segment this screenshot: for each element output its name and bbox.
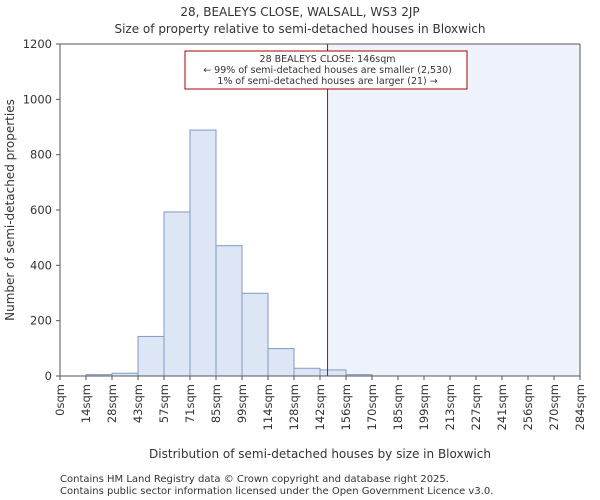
bar-142sqm xyxy=(319,369,347,377)
x-tick-label: 170sqm xyxy=(365,384,379,430)
x-tick-label: 0sqm xyxy=(53,384,67,416)
x-ticks-group: 0sqm 14sqm 28sqm 43sqm 57sqm 71sqm 85sqm 99sqm 1… xyxy=(53,376,587,430)
x-tick-label: 71sqm xyxy=(183,384,197,423)
y-tick-label: 200 xyxy=(30,314,52,328)
x-tick-label: 284sqm xyxy=(573,384,587,430)
bar-71sqm xyxy=(189,129,217,377)
y-axis-label: Number of semi-detached properties xyxy=(3,99,17,321)
annotation-box xyxy=(184,50,468,90)
larger-region-highlight xyxy=(327,44,580,376)
x-tick-label: 185sqm xyxy=(391,384,405,430)
bar-43sqm xyxy=(137,335,165,377)
bar-114sqm xyxy=(267,348,295,377)
x-tick-label: 227sqm xyxy=(469,384,483,430)
y-ticks-group: 0 200 400 600 800 1000 1200 xyxy=(23,37,60,383)
x-tick-label: 199sqm xyxy=(417,384,431,430)
x-tick-label: 85sqm xyxy=(209,384,223,423)
y-tick-label: 600 xyxy=(30,203,52,217)
x-tick-label: 99sqm xyxy=(235,384,249,423)
footer-line-1: Contains HM Land Registry data © Crown c… xyxy=(60,474,449,485)
bar-99sqm xyxy=(241,292,269,377)
x-tick-label: 57sqm xyxy=(157,384,171,423)
x-tick-label: 142sqm xyxy=(313,384,327,430)
chart-subtitle: Size of property relative to semi-detach… xyxy=(114,22,485,36)
x-tick-label: 256sqm xyxy=(521,384,535,430)
annotation-line-2: ← 99% of semi-detached houses are smalle… xyxy=(203,65,452,76)
bars-group xyxy=(85,129,373,377)
y-tick-label: 800 xyxy=(30,148,52,162)
y-tick-label: 1000 xyxy=(23,92,52,106)
x-tick-label: 28sqm xyxy=(105,384,119,423)
property-annotation: 28 BEALEYS CLOSE: 146sqm ← 99% of semi-d… xyxy=(184,50,468,90)
y-tick-label: 0 xyxy=(45,369,52,383)
x-tick-label: 43sqm xyxy=(131,384,145,423)
x-tick-label: 128sqm xyxy=(287,384,301,430)
x-tick-label: 270sqm xyxy=(547,384,561,430)
annotation-line-3: 1% of semi-detached houses are larger (2… xyxy=(217,76,437,87)
x-tick-label: 14sqm xyxy=(79,384,93,423)
chart-title: 28, BEALEYS CLOSE, WALSALL, WS3 2JP xyxy=(180,5,419,19)
bar-128sqm xyxy=(293,367,321,377)
x-tick-label: 213sqm xyxy=(443,384,457,430)
y-tick-label: 1200 xyxy=(23,37,52,51)
y-tick-label: 400 xyxy=(30,258,52,272)
x-tick-label: 156sqm xyxy=(339,384,353,430)
footer-line-2: Contains public sector information licen… xyxy=(60,486,493,497)
bar-85sqm xyxy=(215,245,243,377)
bar-57sqm xyxy=(163,211,191,377)
x-axis-label: Distribution of semi-detached houses by … xyxy=(149,447,491,461)
x-tick-label: 114sqm xyxy=(261,384,275,430)
x-tick-label: 241sqm xyxy=(495,384,509,430)
annotation-line-1: 28 BEALEYS CLOSE: 146sqm xyxy=(260,54,396,65)
